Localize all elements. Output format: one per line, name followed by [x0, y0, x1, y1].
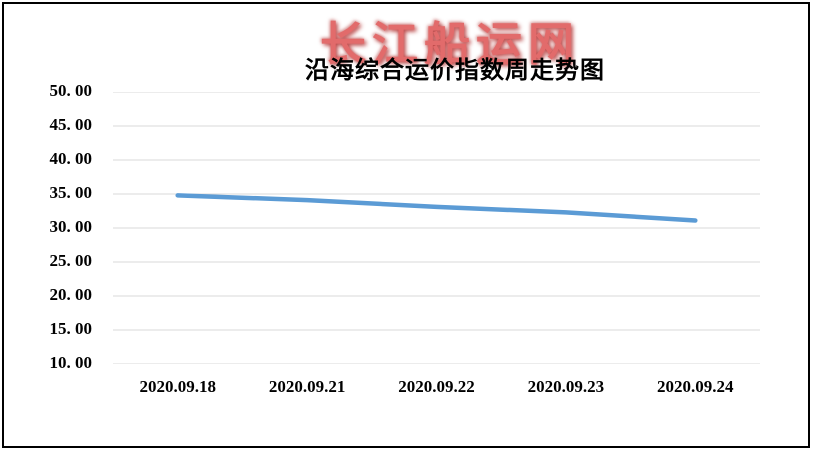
plot-area [113, 91, 760, 365]
data-line-series [175, 193, 698, 223]
watermark-text: 长江船运网 [320, 19, 580, 70]
y-tick-label: 50. 00 [49, 81, 93, 100]
y-tick-label: 30. 00 [49, 217, 93, 236]
x-tick-label: 2020.09.24 [657, 377, 734, 396]
chart-border-frame [2, 2, 810, 448]
x-tick-label: 2020.09.22 [398, 377, 475, 396]
y-tick-label: 45. 00 [49, 115, 93, 134]
y-tick-label: 20. 00 [49, 285, 93, 304]
x-tick-label: 2020.09.18 [139, 377, 216, 396]
y-tick-label: 35. 00 [49, 183, 93, 202]
y-tick-label: 10. 00 [49, 353, 93, 372]
y-tick-label: 15. 00 [49, 319, 93, 338]
line-chart-svg [113, 91, 760, 365]
x-tick-label: 2020.09.21 [268, 377, 346, 396]
chart-title: 沿海综合运价指数周走势图 [305, 58, 605, 84]
y-tick-label: 25. 00 [49, 251, 93, 270]
x-tick-label: 2020.09.23 [527, 377, 605, 396]
y-tick-label: 40. 00 [49, 149, 93, 168]
